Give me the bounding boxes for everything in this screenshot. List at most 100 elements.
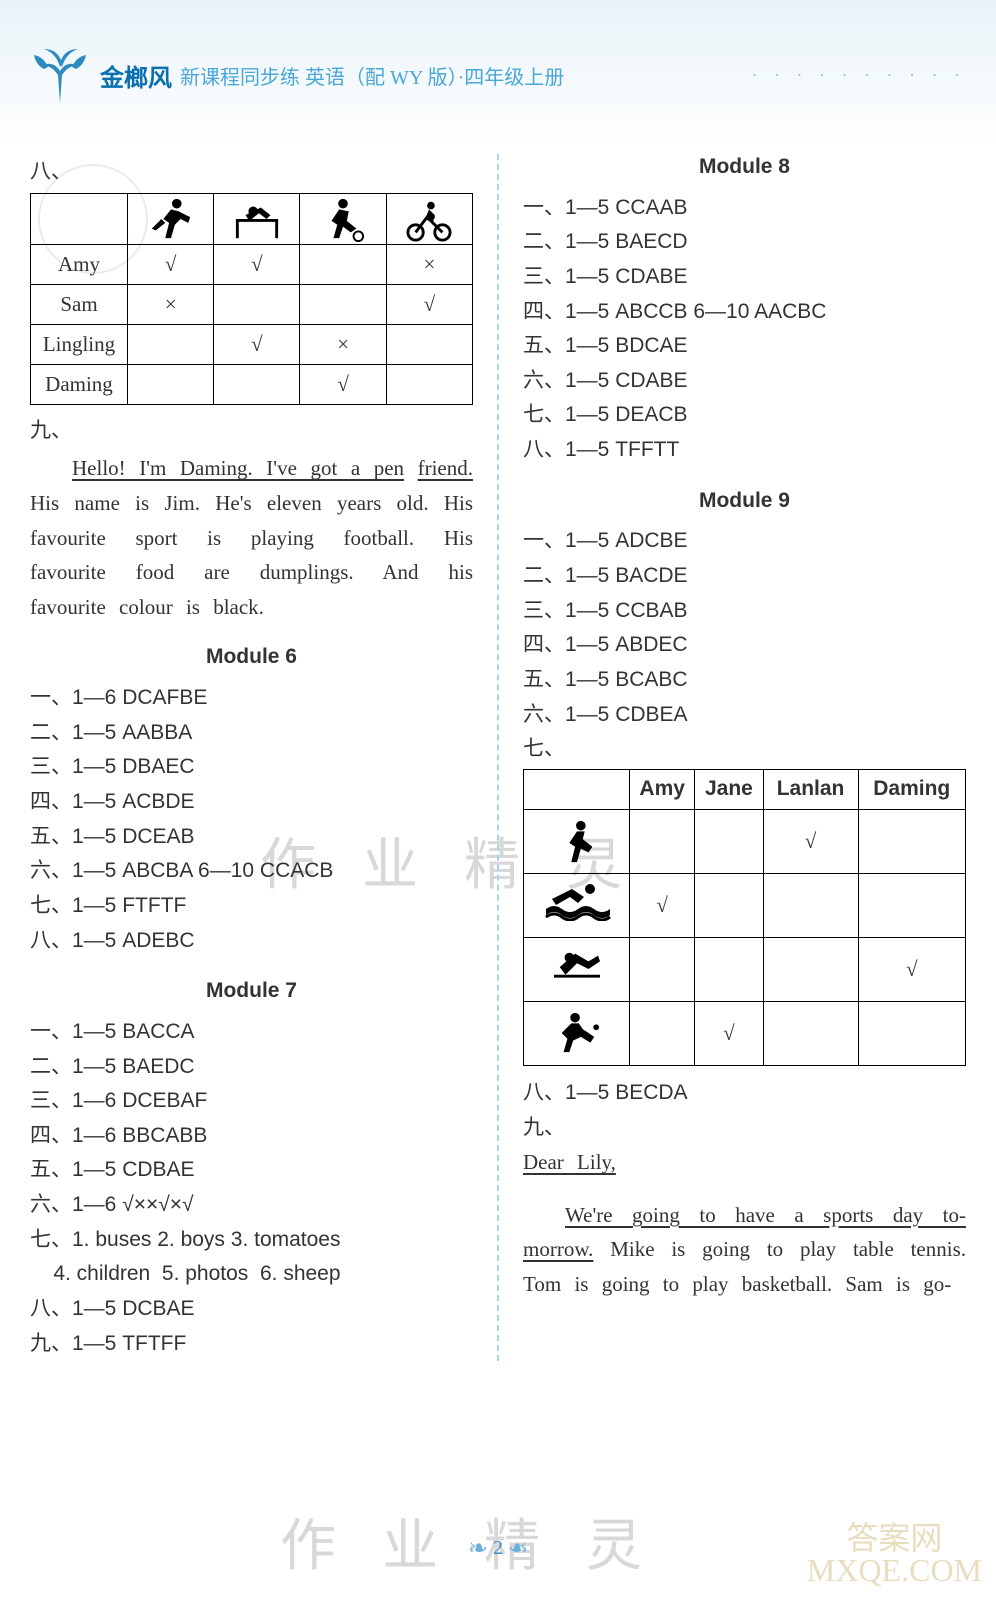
section-8-label: 八、 — [30, 154, 473, 189]
cell — [214, 284, 300, 324]
m9-l9: 九、 — [523, 1111, 966, 1146]
m7-line: 五、1—5 CDBAE — [30, 1153, 473, 1188]
m7-line: 一、1—5 BACCA — [30, 1015, 473, 1050]
column-divider — [497, 154, 499, 1361]
m9-line: 五、1—5 BCABC — [523, 663, 966, 698]
m8-line: 二、1—5 BAECD — [523, 225, 966, 260]
m6-line: 四、1—5 ACBDE — [30, 785, 473, 820]
paragraph-sports: We're going to have a sports day to- mor… — [523, 1198, 966, 1302]
cell — [386, 324, 472, 364]
para-rest: His name is Jim. He's eleven years old. … — [30, 491, 473, 619]
m9-line: 四、1—5 ABDEC — [523, 628, 966, 663]
underline-3a: We're going to have a sports day to- — [565, 1203, 966, 1227]
table-activities-right: Amy Jane Lanlan Daming √ √ — [523, 769, 966, 1066]
paragraph-daming: Hello! I'm Daming. I've got a pen friend… — [30, 451, 473, 624]
football-icon — [300, 193, 386, 244]
m8-line: 六、1—5 CDABE — [523, 364, 966, 399]
m6-line: 二、1—5 AABBA — [30, 716, 473, 751]
cell — [127, 364, 213, 404]
cell — [763, 1001, 858, 1065]
module-8-title: Module 8 — [523, 150, 966, 185]
content: 八、 Amy√√× Sam×√ Lingling√× Dami — [0, 150, 996, 1381]
page-header: 金榔风 新课程同步练 英语（配 WY 版）·四年级上册 · · · · · · … — [0, 0, 996, 150]
swimming-icon — [524, 873, 630, 937]
m9-line: 二、1—5 BACDE — [523, 559, 966, 594]
underline-1: Hello! I'm Daming. I've got a pen — [72, 456, 404, 480]
cell: √ — [214, 324, 300, 364]
cell: √ — [630, 873, 695, 937]
cell — [695, 873, 763, 937]
row-name: Daming — [31, 364, 128, 404]
cell — [630, 809, 695, 873]
header-brand: 金榔风 — [100, 58, 172, 93]
cell — [127, 324, 213, 364]
m7-line: 二、1—5 BAEDC — [30, 1050, 473, 1085]
underline-3b: morrow. — [523, 1237, 593, 1261]
cell — [858, 873, 966, 937]
m7-line: 九、1—5 TFTFF — [30, 1327, 473, 1362]
cell — [763, 937, 858, 1001]
m8-line: 八、1—5 TFFTT — [523, 433, 966, 468]
m6-line: 六、1—5 ABCBA 6—10 CCACB — [30, 854, 473, 889]
cell — [630, 937, 695, 1001]
th — [524, 769, 630, 809]
cell: √ — [386, 284, 472, 324]
right-column: Module 8 一、1—5 CCAAB 二、1—5 BAECD 三、1—5 C… — [523, 150, 966, 1361]
m7-line: 六、1—6 √××√×√ — [30, 1188, 473, 1223]
m7-line: 七、1. buses 2. boys 3. tomatoes — [30, 1223, 473, 1258]
palm-logo-icon — [30, 45, 90, 105]
cell — [695, 937, 763, 1001]
th: Daming — [858, 769, 966, 809]
underline-2: friend. — [418, 456, 473, 480]
m8-line: 七、1—5 DEACB — [523, 398, 966, 433]
th: Amy — [630, 769, 695, 809]
cell — [763, 873, 858, 937]
cell — [858, 1001, 966, 1065]
m8-line: 四、1—5 ABCCB 6—10 AACBC — [523, 295, 966, 330]
m6-line: 五、1—5 DCEAB — [30, 820, 473, 855]
m9-line: 三、1—5 CCBAB — [523, 594, 966, 629]
cell — [300, 244, 386, 284]
m9-line: 七、 — [523, 732, 966, 767]
m6-line: 七、1—5 FTFTF — [30, 889, 473, 924]
cell: √ — [127, 244, 213, 284]
m7-line: 4. children 5. photos 6. sheep — [30, 1257, 473, 1292]
m6-line: 三、1—5 DBAEC — [30, 750, 473, 785]
page-number: 2 — [463, 1532, 533, 1582]
m8-line: 三、1—5 CDABE — [523, 260, 966, 295]
module-7-title: Module 7 — [30, 974, 473, 1009]
m8-line: 一、1—5 CCAAB — [523, 191, 966, 226]
m9-line: 六、1—5 CDBEA — [523, 698, 966, 733]
cell: √ — [695, 1001, 763, 1065]
cell — [386, 364, 472, 404]
tabletennis-icon — [524, 1001, 630, 1065]
row-name: Amy — [31, 244, 128, 284]
m9-line: 一、1—5 ADCBE — [523, 524, 966, 559]
cell: × — [300, 324, 386, 364]
cell: √ — [300, 364, 386, 404]
m7-line: 三、1—6 DCEBAF — [30, 1084, 473, 1119]
cell — [300, 284, 386, 324]
row-name: Sam — [31, 284, 128, 324]
module-6-title: Module 6 — [30, 640, 473, 675]
m6-line: 一、1—6 DCAFBE — [30, 681, 473, 716]
cell: × — [127, 284, 213, 324]
module-9-title: Module 9 — [523, 484, 966, 519]
cell — [630, 1001, 695, 1065]
th: Jane — [695, 769, 763, 809]
row-name: Lingling — [31, 324, 128, 364]
section-9-label: 九、 — [30, 413, 473, 448]
table-activities-left: Amy√√× Sam×√ Lingling√× Daming√ — [30, 193, 473, 405]
th: Lanlan — [763, 769, 858, 809]
m7-line: 八、1—5 DCBAE — [30, 1292, 473, 1327]
m9-l8: 八、1—5 BECDA — [523, 1076, 966, 1111]
running-icon — [127, 193, 213, 244]
cycling-icon — [386, 193, 472, 244]
header-dots: · · · · · · · · · · — [752, 65, 966, 86]
cell — [695, 809, 763, 873]
cell: √ — [858, 937, 966, 1001]
cell: × — [386, 244, 472, 284]
running-icon — [524, 809, 630, 873]
header-subtitle: 新课程同步练 英语（配 WY 版）·四年级上册 — [180, 61, 564, 90]
highjump-icon — [214, 193, 300, 244]
